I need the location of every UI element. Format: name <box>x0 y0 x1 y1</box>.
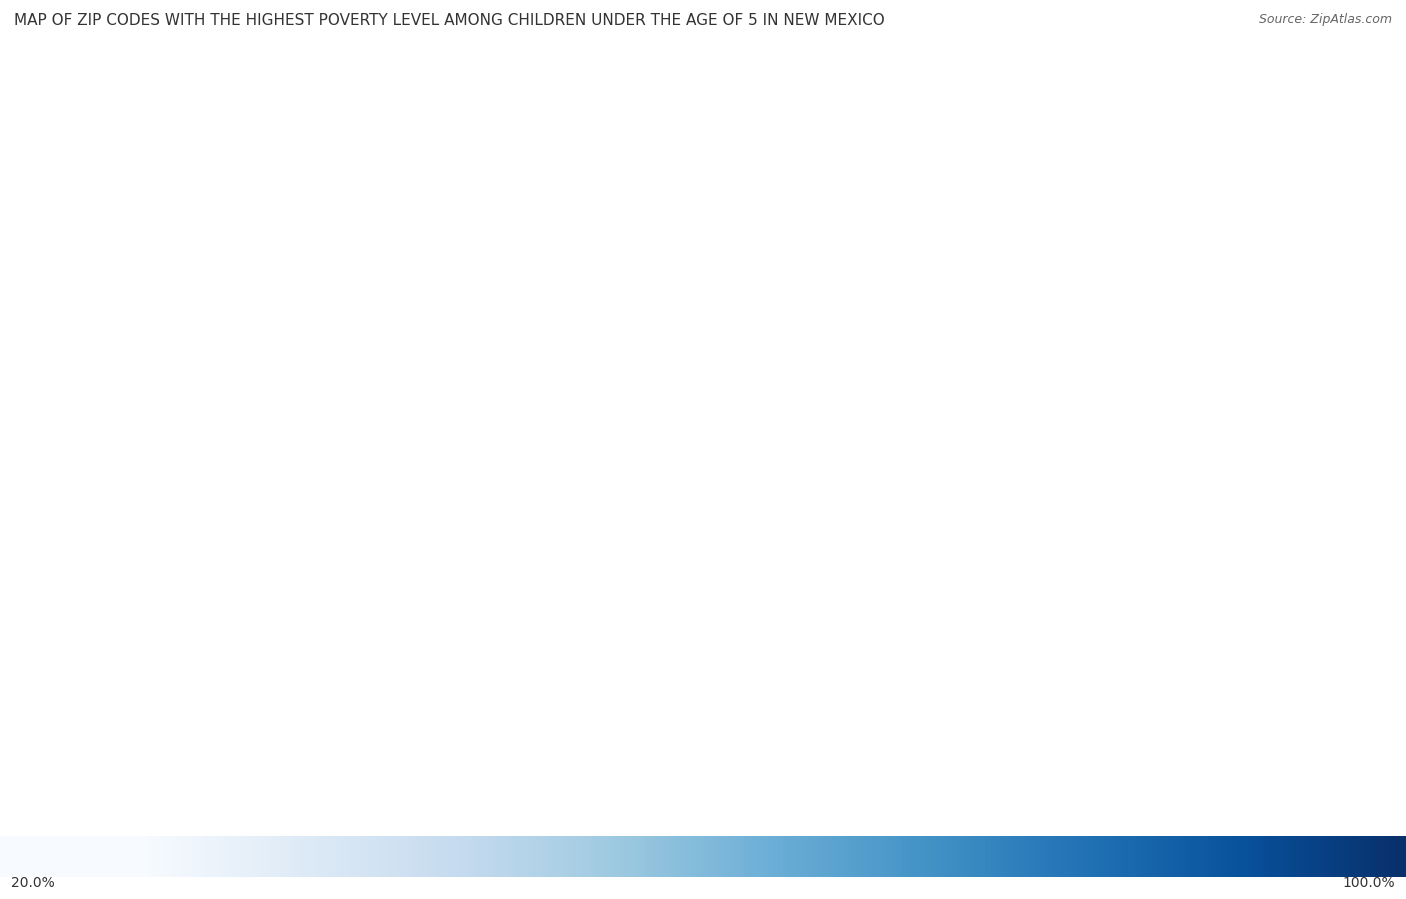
Text: Source: ZipAtlas.com: Source: ZipAtlas.com <box>1258 13 1392 26</box>
Text: 20.0%: 20.0% <box>11 876 55 890</box>
Text: 100.0%: 100.0% <box>1343 876 1395 890</box>
Text: MAP OF ZIP CODES WITH THE HIGHEST POVERTY LEVEL AMONG CHILDREN UNDER THE AGE OF : MAP OF ZIP CODES WITH THE HIGHEST POVERT… <box>14 13 884 29</box>
